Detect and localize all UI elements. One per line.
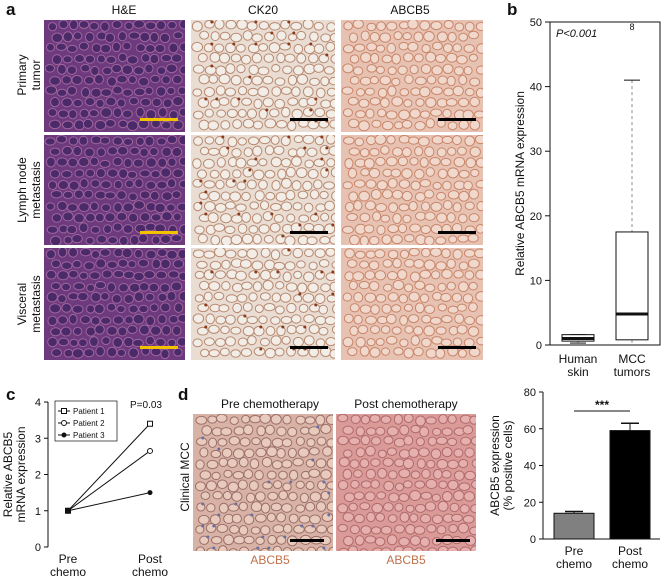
series-line	[67, 492, 151, 512]
y-axis-label: Relative ABCB5mRNA expression	[1, 426, 28, 522]
x-category-label: Post chemo	[132, 552, 168, 577]
scale-bar-pre-chemo	[290, 539, 324, 542]
scale-bar-ck20-lymph-node	[290, 231, 328, 234]
scale-bar-abcb5-lymph-node	[438, 231, 476, 234]
micrograph-he-lymph-node	[44, 135, 185, 245]
scale-bar-abcb5-primary-tumor	[438, 118, 476, 121]
column-header-ck20: CK20	[247, 3, 279, 17]
data-point	[65, 508, 71, 514]
y-tick-label: 20	[524, 497, 536, 509]
scale-bar-he-primary-tumor	[140, 118, 178, 121]
micrograph-abcb5-visceral	[341, 248, 483, 360]
micrograph-ck20-primary-tumor	[191, 20, 335, 132]
image-title-pre: Pre chemotherapy	[220, 397, 320, 411]
y-tick-label: 0	[536, 340, 542, 352]
series-line	[67, 423, 151, 512]
panel-d-letter: d	[178, 385, 189, 404]
x-category-label: Human skin	[559, 352, 598, 379]
bar	[553, 512, 595, 540]
scale-bar-abcb5-visceral	[438, 346, 476, 349]
image-title-post: Post chemotherapy	[354, 397, 458, 411]
row-label-lymph-node: Lymph node metastasis	[15, 157, 43, 223]
y-axis-label: ABCB5 expression(% positive cells)	[488, 415, 515, 516]
y-tick-label: 3	[35, 433, 41, 445]
line-chart: 0 1 2 3 4 Relative ABCB5mRNA expression P=0.03…	[1, 397, 168, 577]
micrograph-post-chemo	[336, 414, 476, 551]
y-tick-label: 10	[530, 275, 542, 287]
legend: Patient 1 Patient 2 Patient 3	[54, 400, 118, 442]
micrograph-he-visceral	[44, 248, 185, 360]
y-tick-label: 20	[530, 211, 542, 223]
row-label-clinical-mcc: Clinical MCC	[178, 442, 192, 512]
micrograph-abcb5-lymph-node	[341, 135, 483, 245]
y-tick-label: 50	[530, 17, 542, 29]
data-point	[147, 447, 153, 454]
micrograph-ck20-visceral	[191, 248, 335, 360]
legend-entry: Patient 1	[73, 407, 105, 416]
stain-label-pre: ABCB5	[250, 553, 290, 567]
micrograph-ck20-lymph-node	[191, 135, 335, 245]
scale-bar-he-lymph-node	[140, 231, 178, 234]
y-axis-label: Relative ABCB5 mRNA expression	[513, 91, 527, 276]
x-category-label: Pre chemo	[50, 552, 86, 577]
row-label-visceral: Visceral metastasis	[15, 275, 43, 333]
x-category-label: MCC tumors	[614, 352, 651, 379]
bar-chart: 0 20 40 60 80 ABCB5 expression(% positive cel…	[488, 387, 660, 571]
box	[615, 231, 649, 341]
y-tick-label: 40	[530, 82, 542, 94]
x-category-label: Post chemo	[612, 544, 648, 571]
legend-marker	[61, 408, 67, 414]
boxplot-chart: 0 10 20 30 40 50 Relative ABCB5 mRNA expressio…	[513, 17, 661, 379]
column-header-he: H&E	[111, 3, 137, 17]
stain-label-post: ABCB5	[386, 553, 426, 567]
column-header-abcb5: ABCB5	[390, 3, 430, 17]
data-point	[147, 490, 153, 496]
p-value-annotation: P<0.001	[556, 28, 597, 40]
micrograph-he-primary-tumor	[44, 20, 185, 132]
data-point	[147, 420, 153, 427]
significance-label: ***	[595, 398, 609, 412]
y-tick-label: 1	[35, 506, 41, 518]
scale-bar-he-visceral	[140, 346, 178, 349]
series-line	[67, 450, 151, 512]
y-tick-label: 60	[524, 424, 536, 436]
scale-bar-ck20-visceral	[290, 346, 328, 349]
legend-entry: Patient 2	[73, 419, 105, 428]
panel-c-letter: c	[6, 385, 16, 404]
y-tick-label: 30	[530, 146, 542, 158]
y-tick-label: 80	[524, 387, 536, 399]
outlier-marker: 8	[629, 22, 634, 32]
legend-entry: Patient 3	[73, 431, 105, 440]
scale-bar-ck20-primary-tumor	[290, 118, 328, 121]
panel-a-letter: a	[6, 0, 16, 19]
micrograph-abcb5-primary-tumor	[341, 20, 483, 132]
y-tick-label: 40	[524, 461, 536, 473]
micrograph-pre-chemo	[193, 414, 333, 551]
y-tick-label: 0	[35, 542, 41, 554]
p-value-annotation: P=0.03	[130, 400, 162, 411]
panel-b-letter: b	[507, 0, 518, 19]
legend-marker	[61, 432, 67, 438]
bar	[609, 430, 651, 540]
plot-frame	[549, 21, 661, 346]
y-tick-label: 4	[35, 397, 41, 409]
scale-bar-post-chemo	[436, 539, 470, 542]
y-tick-label: 0	[530, 534, 536, 546]
x-category-label: Pre chemo	[556, 544, 592, 571]
y-tick-label: 2	[35, 470, 41, 482]
row-label-primary-tumor: Primary tumor	[15, 54, 43, 96]
legend-marker	[61, 420, 67, 426]
